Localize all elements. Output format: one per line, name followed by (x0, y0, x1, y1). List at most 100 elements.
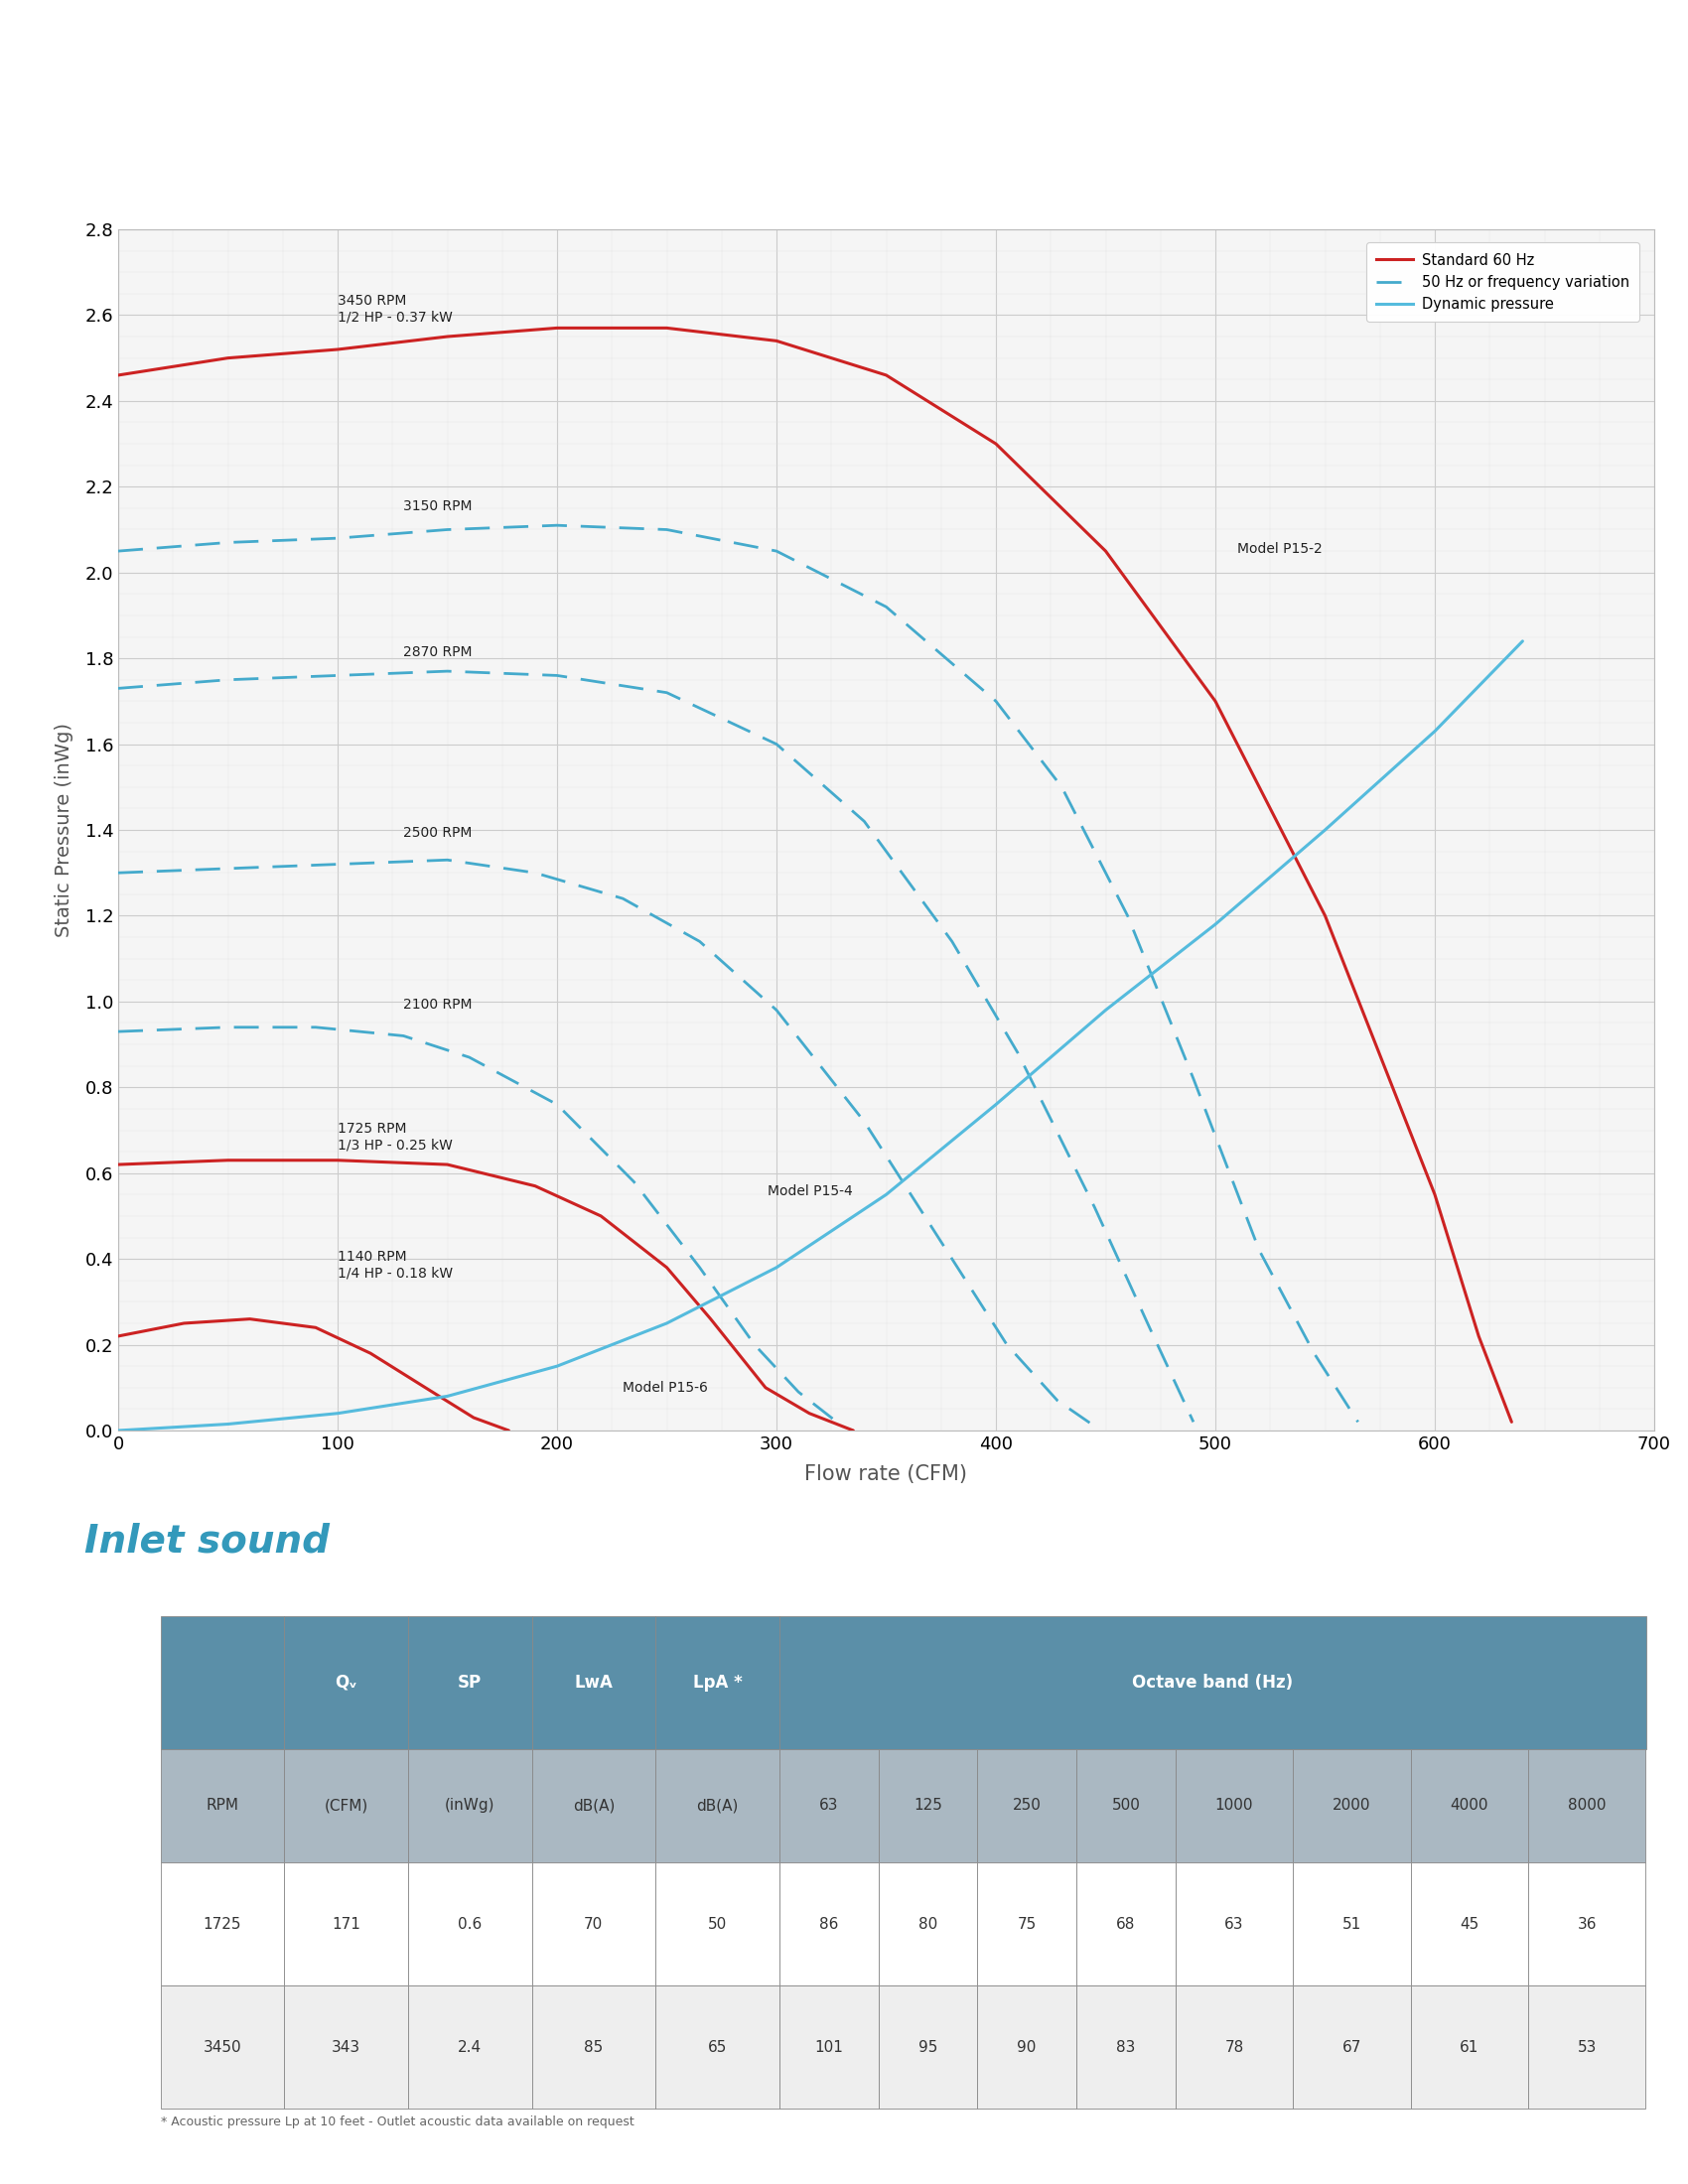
Text: (CFM): (CFM) (324, 1797, 368, 1813)
Text: Octave band (Hz): Octave band (Hz) (1133, 1673, 1293, 1690)
Bar (160, 1616, 284, 1749)
Bar (160, 1863, 284, 1985)
Bar (655, 1616, 780, 1749)
Bar (1077, 1985, 1175, 2110)
Text: 63: 63 (819, 1797, 839, 1813)
Bar (878, 1985, 977, 2110)
Bar (532, 1863, 655, 1985)
Text: 45: 45 (1460, 1918, 1479, 1931)
Bar (1293, 1749, 1411, 1863)
Text: 3450: 3450 (203, 2040, 241, 2055)
Bar (160, 1985, 284, 2110)
Text: 75: 75 (1018, 1918, 1036, 1931)
Bar (284, 1749, 408, 1863)
Bar (284, 1863, 408, 1985)
Text: PLASTEC 15: PLASTEC 15 (1128, 76, 1646, 153)
Text: 2100 RPM: 2100 RPM (403, 998, 473, 1011)
Text: Model P15-2: Model P15-2 (1237, 542, 1322, 557)
Text: 95: 95 (918, 2040, 937, 2055)
Text: RPM: RPM (206, 1797, 238, 1813)
Text: dB(A): dB(A) (697, 1797, 738, 1813)
Text: 53: 53 (1577, 2040, 1597, 2055)
Bar (532, 1616, 655, 1749)
Text: 2000: 2000 (1334, 1797, 1371, 1813)
Text: 2500 RPM: 2500 RPM (403, 826, 473, 839)
Bar (977, 1749, 1077, 1863)
Text: 1725 RPM
1/3 HP - 0.25 kW: 1725 RPM 1/3 HP - 0.25 kW (338, 1123, 452, 1151)
Text: 80: 80 (918, 1918, 937, 1931)
Text: * Acoustic pressure Lp at 10 feet - Outlet acoustic data available on request: * Acoustic pressure Lp at 10 feet - Outl… (160, 2116, 633, 2129)
Text: 1000: 1000 (1215, 1797, 1252, 1813)
Text: Inlet sound: Inlet sound (84, 1522, 329, 1559)
X-axis label: Flow rate (CFM): Flow rate (CFM) (805, 1463, 967, 1485)
Bar (1175, 1863, 1293, 1985)
Text: Model P15-6: Model P15-6 (623, 1380, 709, 1396)
Legend: Standard 60 Hz, 50 Hz or frequency variation, Dynamic pressure: Standard 60 Hz, 50 Hz or frequency varia… (1367, 242, 1639, 321)
Text: Model P15-4: Model P15-4 (768, 1184, 852, 1197)
Bar (1411, 1749, 1528, 1863)
Bar (1293, 1863, 1411, 1985)
Text: LwA: LwA (574, 1673, 613, 1690)
Bar (655, 1985, 780, 2110)
Text: dB(A): dB(A) (572, 1797, 614, 1813)
Text: 1140 RPM
1/4 HP - 0.18 kW: 1140 RPM 1/4 HP - 0.18 kW (338, 1249, 452, 1280)
Text: 86: 86 (819, 1918, 839, 1931)
Bar (655, 1863, 780, 1985)
Text: LpA *: LpA * (692, 1673, 743, 1690)
Text: 8000: 8000 (1568, 1797, 1605, 1813)
Bar (408, 1863, 532, 1985)
Text: 171: 171 (333, 1918, 360, 1931)
Text: 101: 101 (815, 2040, 842, 2055)
Text: 51: 51 (1342, 1918, 1361, 1931)
Bar (1175, 1749, 1293, 1863)
Bar (1528, 1863, 1646, 1985)
Text: (inWg): (inWg) (444, 1797, 495, 1813)
Text: 85: 85 (584, 2040, 603, 2055)
Y-axis label: Static Pressure (inWg): Static Pressure (inWg) (56, 723, 74, 937)
Bar (878, 1749, 977, 1863)
Bar (1528, 1985, 1646, 2110)
Text: 125: 125 (913, 1797, 942, 1813)
Text: SP: SP (457, 1673, 481, 1690)
Text: 343: 343 (331, 2040, 361, 2055)
Bar (1528, 1749, 1646, 1863)
Bar (408, 1616, 532, 1749)
Bar (780, 1616, 1646, 1749)
Bar (977, 1863, 1077, 1985)
Bar (655, 1749, 780, 1863)
Text: 65: 65 (707, 2040, 728, 2055)
Text: 68: 68 (1116, 1918, 1136, 1931)
Text: 0.6: 0.6 (457, 1918, 481, 1931)
Bar (1077, 1749, 1175, 1863)
Bar (284, 1616, 408, 1749)
Text: Qᵥ: Qᵥ (334, 1673, 358, 1690)
Bar (532, 1985, 655, 2110)
Bar (408, 1985, 532, 2110)
Bar (780, 1863, 878, 1985)
Text: 61: 61 (1460, 2040, 1479, 2055)
Bar (780, 1749, 878, 1863)
Bar (977, 1985, 1077, 2110)
Text: 3150 RPM: 3150 RPM (403, 500, 473, 513)
Text: 2870 RPM: 2870 RPM (403, 646, 473, 660)
Text: 2.4: 2.4 (457, 2040, 481, 2055)
Text: 83: 83 (1116, 2040, 1136, 2055)
Text: 1725: 1725 (203, 1918, 241, 1931)
Bar (408, 1749, 532, 1863)
Text: 63: 63 (1224, 1918, 1244, 1931)
Bar (878, 1863, 977, 1985)
Bar (1411, 1863, 1528, 1985)
Text: 50: 50 (707, 1918, 728, 1931)
Text: 3450 RPM
1/2 HP - 0.37 kW: 3450 RPM 1/2 HP - 0.37 kW (338, 293, 452, 323)
Bar (1077, 1863, 1175, 1985)
Text: 78: 78 (1225, 2040, 1244, 2055)
Bar (1175, 1985, 1293, 2110)
Bar (780, 1985, 878, 2110)
Text: 70: 70 (584, 1918, 603, 1931)
Bar (284, 1985, 408, 2110)
Text: 36: 36 (1577, 1918, 1597, 1931)
Bar (1293, 1985, 1411, 2110)
Text: 250: 250 (1013, 1797, 1041, 1813)
Bar (1411, 1985, 1528, 2110)
Text: 500: 500 (1112, 1797, 1139, 1813)
